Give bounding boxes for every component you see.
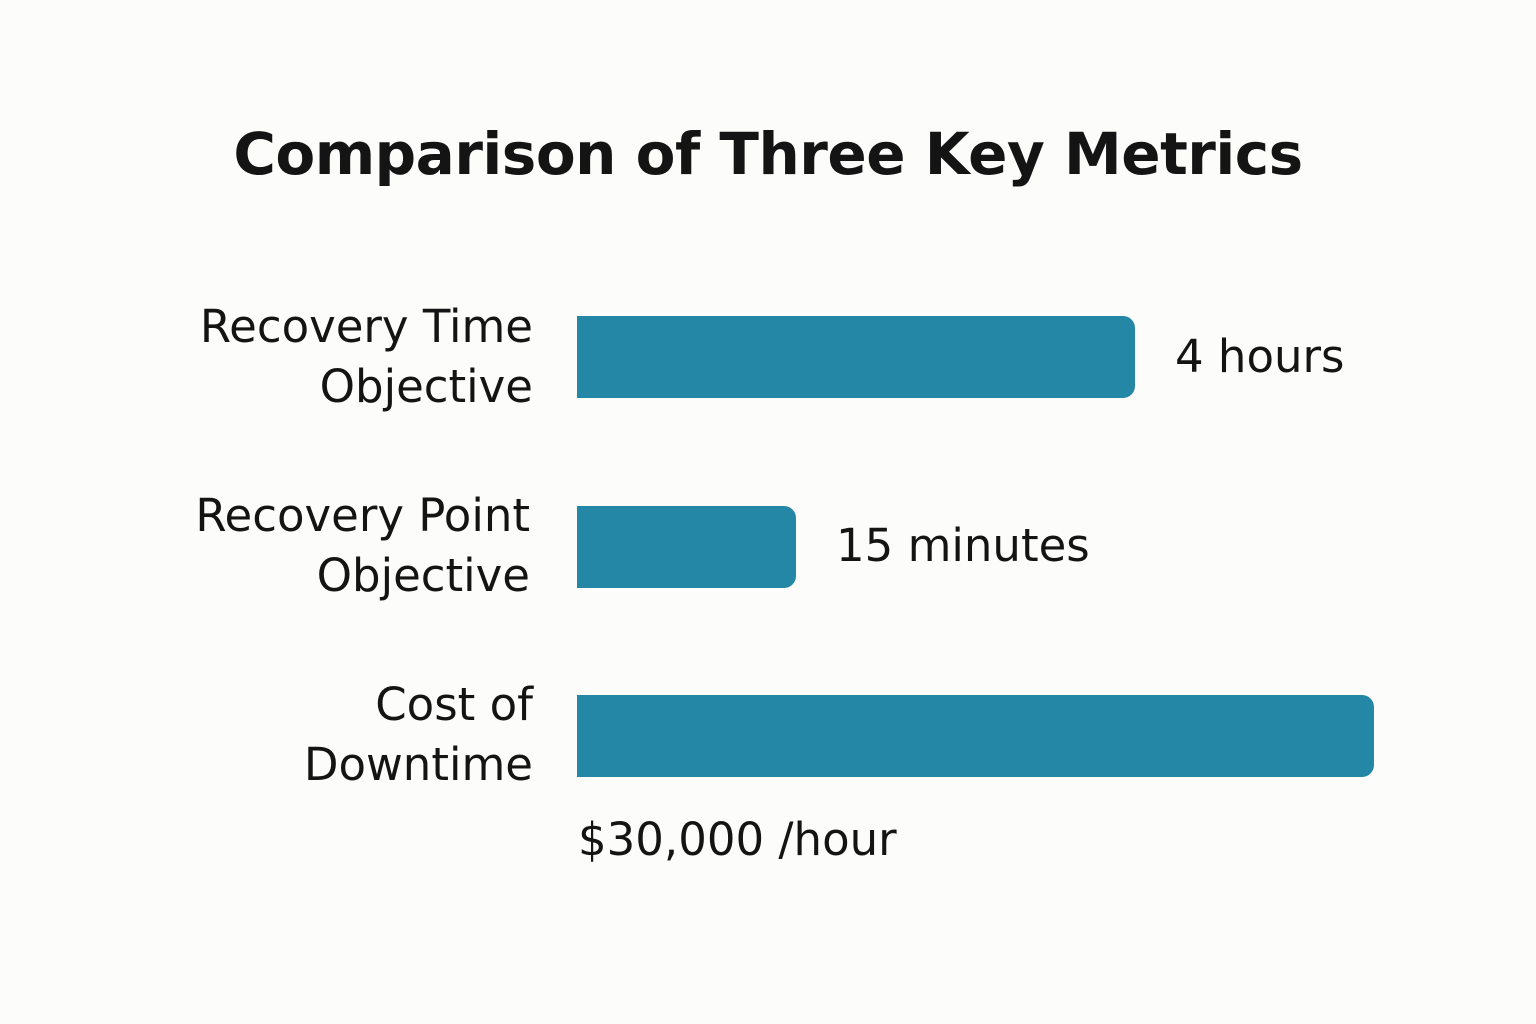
chart-title: Comparison of Three Key Metrics [233, 120, 1303, 188]
bar-cost [577, 695, 1374, 777]
value-label-cost: $30,000 /hour [578, 813, 897, 866]
category-label-line: Objective [316, 549, 530, 602]
category-label-line: Downtime [303, 738, 533, 791]
bar-rpo [577, 506, 796, 588]
bar-rto [577, 316, 1135, 398]
category-label-rto: Recovery Time Objective [93, 297, 533, 417]
category-label-line: Objective [319, 360, 533, 413]
category-label-line: Recovery Point [195, 489, 530, 542]
value-label-rto: 4 hours [1175, 330, 1345, 383]
category-label-rpo: Recovery Point Objective [90, 486, 530, 606]
value-label-rpo: 15 minutes [836, 519, 1090, 572]
category-label-cost: Cost of Downtime [93, 675, 533, 795]
category-label-line: Recovery Time [199, 300, 533, 353]
category-label-line: Cost of [375, 678, 533, 731]
